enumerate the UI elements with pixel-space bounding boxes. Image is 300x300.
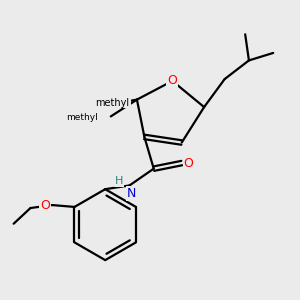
- Text: O: O: [167, 74, 177, 87]
- Text: methyl: methyl: [66, 113, 98, 122]
- Text: methyl: methyl: [96, 98, 130, 108]
- Text: N: N: [127, 187, 136, 200]
- Text: O: O: [184, 157, 194, 169]
- Text: O: O: [40, 199, 50, 212]
- Text: H: H: [115, 176, 123, 186]
